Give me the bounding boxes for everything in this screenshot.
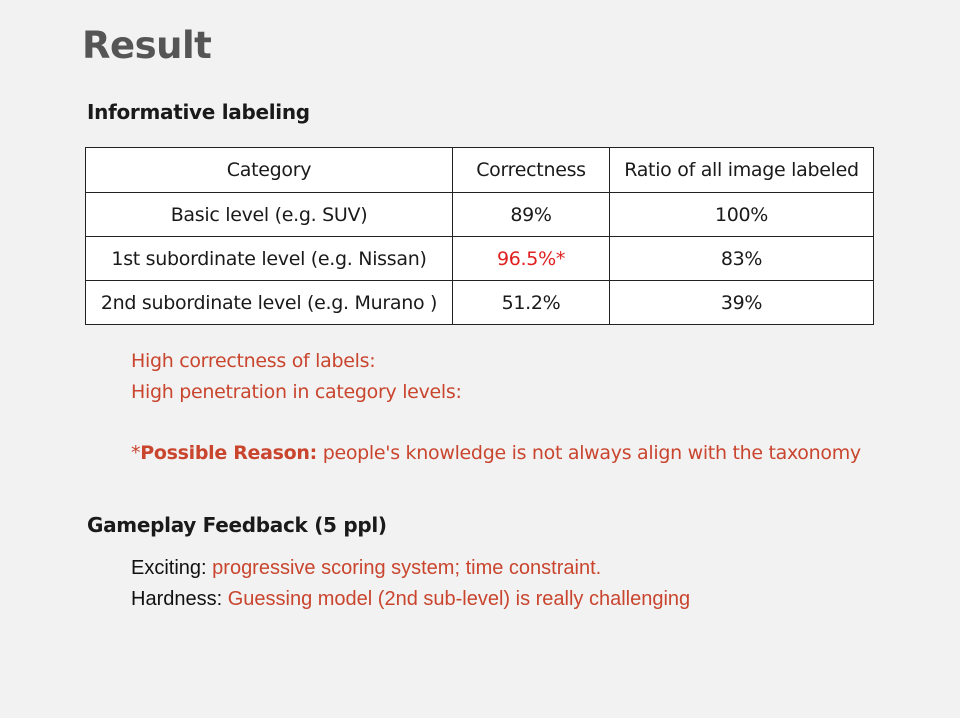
gameplay-feedback-list: Exciting: progressive scoring system; ti… [131, 553, 690, 615]
feedback-item-hardness: Hardness: Guessing model (2nd sub-level)… [131, 584, 690, 615]
table-row: 1st subordinate level (e.g. Nissan) 96.5… [85, 236, 874, 281]
feedback-item-exciting: Exciting: progressive scoring system; ti… [131, 553, 690, 584]
note-possible-reason: *Possible Reason: people's knowledge is … [131, 438, 861, 469]
results-table: Category Correctness Ratio of all image … [85, 147, 874, 325]
feedback-value: progressive scoring system; time constra… [212, 557, 602, 579]
header-ratio: Ratio of all image labeled [609, 147, 874, 193]
feedback-label: Exciting: [131, 557, 213, 579]
table-row: Basic level (e.g. SUV) 89% 100% [85, 192, 874, 237]
cell-category: 1st subordinate level (e.g. Nissan) [85, 236, 453, 281]
cell-category: Basic level (e.g. SUV) [85, 192, 453, 237]
header-correctness: Correctness [452, 147, 610, 193]
cell-correctness: 51.2% [452, 280, 610, 325]
feedback-label: Hardness: [131, 588, 228, 610]
gameplay-feedback-heading: Gameplay Feedback (5 ppl) [87, 513, 387, 537]
cell-category: 2nd subordinate level (e.g. Murano ) [85, 280, 453, 325]
reason-label: Possible Reason: [140, 442, 317, 464]
result-notes: High correctness of labels: High penetra… [131, 346, 861, 469]
note-penetration: High penetration in category levels: [131, 381, 462, 403]
cell-ratio: 100% [609, 192, 874, 237]
slide-title: Result [82, 24, 212, 67]
table-row: 2nd subordinate level (e.g. Murano ) 51.… [85, 280, 874, 325]
note-correctness: High correctness of labels: [131, 350, 376, 372]
reason-asterisk: * [131, 442, 141, 464]
cell-correctness: 89% [452, 192, 610, 237]
cell-correctness-highlight: 96.5%* [452, 236, 610, 281]
informative-labeling-heading: Informative labeling [87, 100, 310, 124]
cell-ratio: 83% [609, 236, 874, 281]
reason-text: people's knowledge is not always align w… [316, 442, 861, 464]
feedback-value: Guessing model (2nd sub-level) is really… [227, 588, 691, 610]
cell-ratio: 39% [609, 280, 874, 325]
header-category: Category [85, 147, 453, 193]
table-header-row: Category Correctness Ratio of all image … [85, 147, 874, 193]
